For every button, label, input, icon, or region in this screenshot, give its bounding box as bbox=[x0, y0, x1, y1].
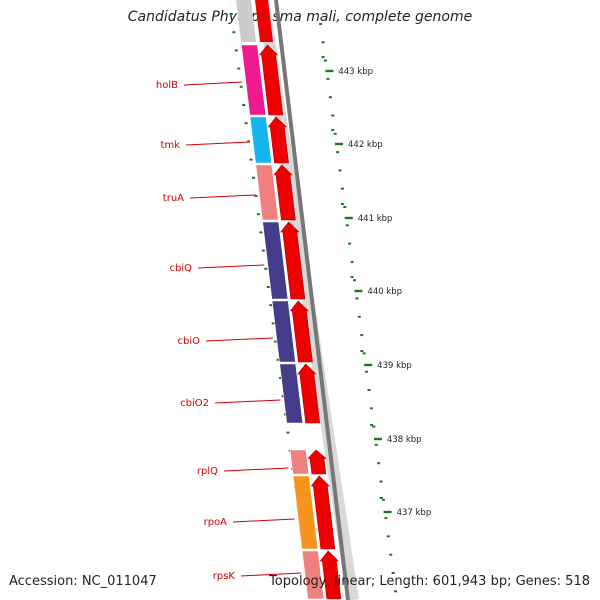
scale-label: 437 kbp bbox=[397, 508, 432, 518]
gene-label-truA: truA bbox=[163, 193, 184, 204]
gene-leader-line bbox=[197, 264, 265, 269]
gene-segment-cbiO2[interactable] bbox=[279, 363, 304, 424]
gene-label-cbiO: cbiO bbox=[178, 336, 201, 347]
gene-label-cbiO2: cbiO2 bbox=[180, 398, 209, 409]
gene-segments bbox=[236, 0, 325, 600]
gene-arrow-rpoA bbox=[310, 475, 336, 550]
gene-segment-unlabeled bbox=[236, 0, 257, 42]
gene-label-rpsK: rpsK bbox=[213, 571, 236, 582]
genome-summary-text: Topology: linear; Length: 601,943 bp; Ge… bbox=[269, 574, 590, 589]
gene-leader-line bbox=[205, 337, 273, 342]
gene-leader-line bbox=[189, 194, 256, 199]
tick-marks bbox=[229, 13, 398, 598]
gene-leader-line bbox=[183, 81, 243, 86]
gene-segment-cbiO[interactable] bbox=[271, 300, 296, 363]
gene-arrow-truA bbox=[273, 164, 296, 221]
gene-label-rplQ: rplQ bbox=[197, 466, 218, 477]
scale-labels: 443 kbp 442 kbp 441 kbp 440 kbp 439 kbp 438 k… bbox=[321, 56, 432, 518]
gene-leader-line bbox=[232, 518, 295, 523]
gene-segment-rpsK[interactable] bbox=[301, 550, 325, 600]
gene-segment-tmk[interactable] bbox=[249, 116, 272, 164]
gene-segment-rplQ[interactable] bbox=[289, 449, 310, 475]
gene-arrows bbox=[255, 0, 342, 600]
gene-leader-line bbox=[214, 399, 281, 404]
gene-segment-rpoA[interactable] bbox=[292, 475, 319, 550]
gene-label-cbiQ: cbiQ bbox=[170, 263, 193, 274]
scale-label: 442 kbp bbox=[348, 140, 383, 150]
scale-label: 440 kbp bbox=[367, 287, 402, 297]
gene-arrow-rplQ bbox=[307, 449, 327, 475]
scale-label: 439 kbp bbox=[377, 361, 412, 371]
gene-label-rpoA: rpoA bbox=[204, 517, 228, 528]
gene-leader-line bbox=[185, 141, 250, 146]
gene-leader-line bbox=[223, 467, 289, 472]
scale-label: 443 kbp bbox=[338, 67, 373, 77]
gene-segment-cbiQ[interactable] bbox=[262, 221, 289, 300]
gene-arrow-cbiO bbox=[289, 300, 313, 363]
gene-arrow-unlabeled bbox=[255, 0, 274, 42]
scale-label: 441 kbp bbox=[358, 214, 393, 224]
gene-label-tmk: tmk bbox=[161, 140, 181, 151]
gene-arrow-cbiO2 bbox=[297, 363, 321, 424]
accession-text: Accession: NC_011047 bbox=[9, 574, 157, 589]
gene-arrow-cbiQ bbox=[280, 221, 306, 300]
gene-arrow-tmk bbox=[267, 116, 289, 164]
gene-segment-truA[interactable] bbox=[255, 164, 279, 221]
gene-label-holB: holB bbox=[156, 80, 178, 91]
scale-label: 438 kbp bbox=[387, 435, 422, 445]
map-title: Candidatus Phytoplasma mali, complete ge… bbox=[127, 9, 473, 25]
gene-leader-line bbox=[240, 572, 302, 577]
gene-arrow-rpsK bbox=[319, 550, 342, 600]
gene-labels: holB tmk truA cbiQ cbiO cbiO2 rplQ rpoA rpsK bbox=[156, 80, 302, 582]
gene-arrow-holB bbox=[258, 44, 284, 116]
gene-segment-holB[interactable] bbox=[241, 44, 267, 116]
